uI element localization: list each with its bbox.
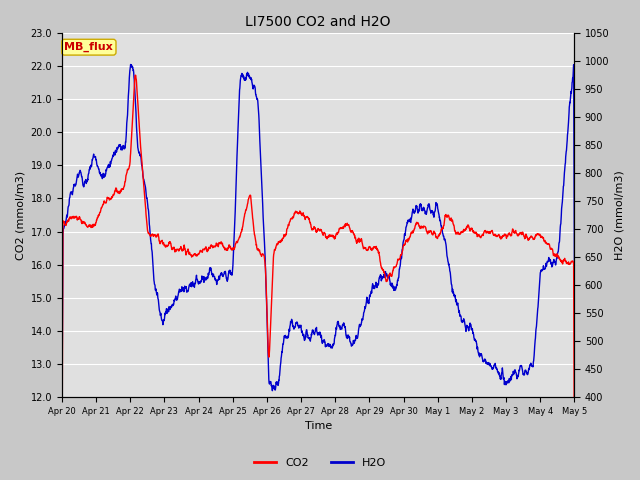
Y-axis label: CO2 (mmol/m3): CO2 (mmol/m3) bbox=[15, 170, 25, 260]
X-axis label: Time: Time bbox=[305, 421, 332, 432]
Legend: CO2, H2O: CO2, H2O bbox=[250, 453, 390, 472]
Text: MB_flux: MB_flux bbox=[65, 42, 113, 52]
Y-axis label: H2O (mmol/m3): H2O (mmol/m3) bbox=[615, 170, 625, 260]
Title: LI7500 CO2 and H2O: LI7500 CO2 and H2O bbox=[245, 15, 391, 29]
